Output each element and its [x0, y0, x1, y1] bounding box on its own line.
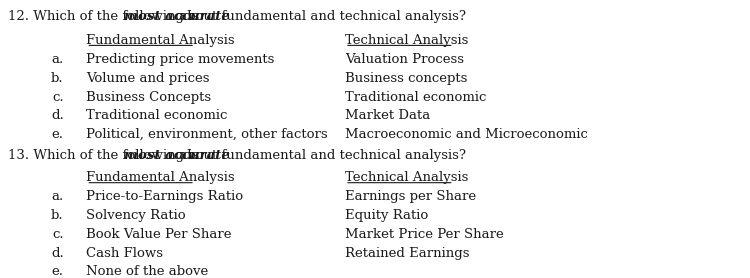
Text: most accurate: most accurate: [124, 149, 230, 162]
Text: a.: a.: [52, 190, 64, 203]
Text: None of the above: None of the above: [86, 265, 209, 278]
Text: a.: a.: [52, 53, 64, 66]
Text: e.: e.: [52, 128, 64, 141]
Text: about fundamental and technical analysis?: about fundamental and technical analysis…: [176, 10, 466, 23]
Text: Predicting price movements: Predicting price movements: [86, 53, 274, 66]
Text: Cash Flows: Cash Flows: [86, 247, 164, 260]
Text: Business Concepts: Business Concepts: [86, 91, 212, 104]
Text: Fundamental Analysis: Fundamental Analysis: [86, 34, 235, 46]
Text: Market Data: Market Data: [345, 110, 430, 122]
Text: e.: e.: [52, 265, 64, 278]
Text: Earnings per Share: Earnings per Share: [345, 190, 476, 203]
Text: b.: b.: [51, 209, 64, 222]
Text: Fundamental Analysis: Fundamental Analysis: [86, 171, 235, 184]
Text: b.: b.: [51, 72, 64, 85]
Text: Price-to-Earnings Ratio: Price-to-Earnings Ratio: [86, 190, 243, 203]
Text: Business concepts: Business concepts: [345, 72, 467, 85]
Text: d.: d.: [51, 247, 64, 260]
Text: Valuation Process: Valuation Process: [345, 53, 464, 66]
Text: Retained Earnings: Retained Earnings: [345, 247, 470, 260]
Text: Volume and prices: Volume and prices: [86, 72, 210, 85]
Text: Traditional economic: Traditional economic: [86, 110, 228, 122]
Text: Traditional economic: Traditional economic: [345, 91, 486, 104]
Text: Equity Ratio: Equity Ratio: [345, 209, 428, 222]
Text: Political, environment, other factors: Political, environment, other factors: [86, 128, 328, 141]
Text: c.: c.: [53, 91, 64, 104]
Text: 12. Which of the following is: 12. Which of the following is: [8, 10, 202, 23]
Text: d.: d.: [51, 110, 64, 122]
Text: most accurate: most accurate: [124, 10, 230, 23]
Text: Market Price Per Share: Market Price Per Share: [345, 228, 504, 241]
Text: about fundamental and technical analysis?: about fundamental and technical analysis…: [176, 149, 466, 162]
Text: Book Value Per Share: Book Value Per Share: [86, 228, 232, 241]
Text: Technical Analysis: Technical Analysis: [345, 171, 468, 184]
Text: Macroeconomic and Microeconomic: Macroeconomic and Microeconomic: [345, 128, 588, 141]
Text: Solvency Ratio: Solvency Ratio: [86, 209, 186, 222]
Text: Technical Analysis: Technical Analysis: [345, 34, 468, 46]
Text: c.: c.: [53, 228, 64, 241]
Text: 13. Which of the following is: 13. Which of the following is: [8, 149, 203, 162]
